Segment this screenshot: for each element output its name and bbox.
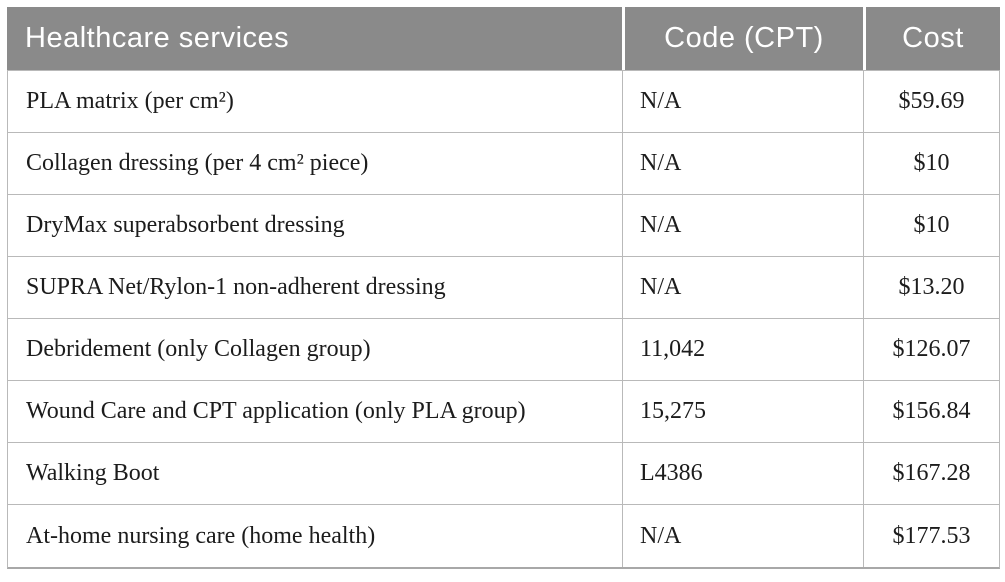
code-cell: 15,275	[622, 381, 863, 442]
code-cell: N/A	[622, 71, 863, 132]
service-cell: SUPRA Net/Rylon-1 non-adherent dressing	[26, 274, 446, 300]
code-cell: L4386	[622, 443, 863, 504]
cost-cell: $13.20	[863, 257, 999, 318]
table-body: PLA matrix (per cm²) N/A $59.69 Collagen…	[7, 70, 1000, 569]
code-cell: N/A	[622, 133, 863, 194]
service-cell: At-home nursing care (home health)	[26, 522, 376, 549]
table-header-row: Healthcare services Code (CPT) Cost	[7, 7, 1000, 70]
header-healthcare-services: Healthcare services	[25, 22, 290, 54]
table-row: Walking Boot L4386 $167.28	[8, 443, 999, 505]
cost-cell: $10	[863, 195, 999, 256]
service-cell: Debridement (only Collagen group)	[26, 336, 371, 362]
cost-cell: $126.07	[863, 319, 999, 380]
header-code-cpt: Code (CPT)	[622, 7, 863, 70]
table-row: PLA matrix (per cm²) N/A $59.69	[8, 71, 999, 133]
header-cost: Cost	[863, 7, 1000, 70]
service-cell: Collagen dressing (per 4 cm² piece)	[26, 150, 369, 176]
cost-cell: $59.69	[863, 71, 999, 132]
healthcare-cost-table: Healthcare services Code (CPT) Cost PLA …	[7, 7, 1000, 569]
cost-cell: $156.84	[863, 381, 999, 442]
table-row: Wound Care and CPT application (only PLA…	[8, 381, 999, 443]
table-row: Collagen dressing (per 4 cm² piece) N/A …	[8, 133, 999, 195]
code-cell: N/A	[622, 505, 863, 567]
service-cell: Walking Boot	[26, 460, 160, 486]
table-row: SUPRA Net/Rylon-1 non-adherent dressing …	[8, 257, 999, 319]
cost-cell: $10	[863, 133, 999, 194]
cost-cell: $167.28	[863, 443, 999, 504]
service-cell: Wound Care and CPT application (only PLA…	[26, 398, 526, 424]
cost-cell: $177.53	[863, 505, 999, 567]
table-row: At-home nursing care (home health) N/A $…	[8, 505, 999, 567]
code-cell: 11,042	[622, 319, 863, 380]
table-row: DryMax superabsorbent dressing N/A $10	[8, 195, 999, 257]
code-cell: N/A	[622, 257, 863, 318]
code-cell: N/A	[622, 195, 863, 256]
service-cell: DryMax superabsorbent dressing	[26, 212, 345, 238]
service-cell: PLA matrix (per cm²)	[26, 88, 234, 114]
table-row: Debridement (only Collagen group) 11,042…	[8, 319, 999, 381]
